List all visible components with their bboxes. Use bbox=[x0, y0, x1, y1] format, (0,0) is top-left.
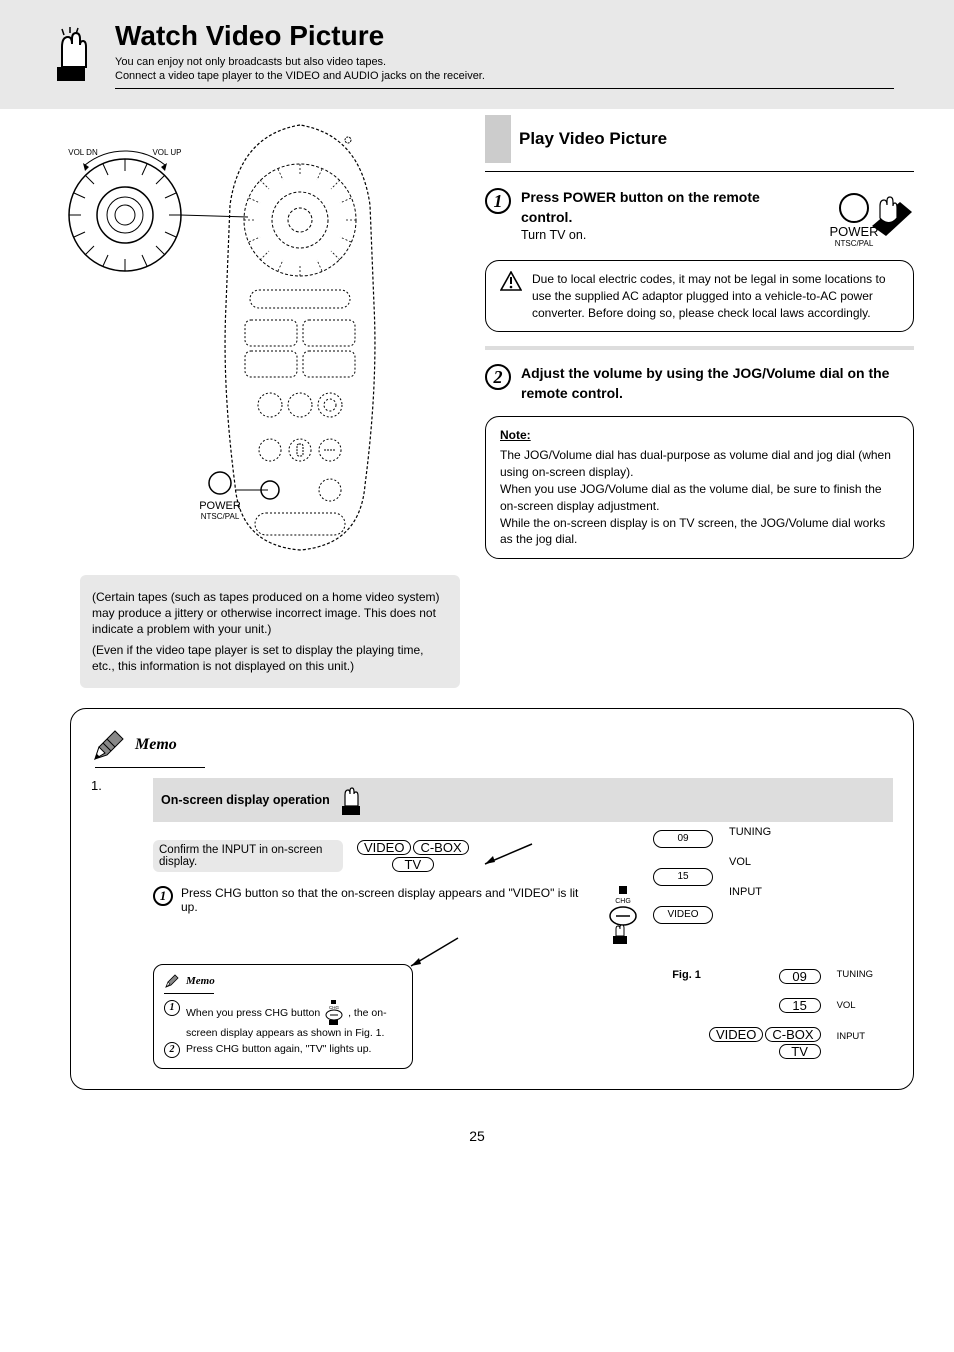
paren-note-block: (Certain tapes (such as tapes produced o… bbox=[80, 575, 460, 688]
note-body: The JOG/Volume dial has dual-purpose as … bbox=[500, 448, 891, 546]
sub-step-1-badge: 1 bbox=[164, 1000, 180, 1016]
chg-button-icon: CHG bbox=[323, 1000, 345, 1026]
section-title: Play Video Picture bbox=[519, 129, 667, 149]
memo-step-1-badge: 1 bbox=[153, 886, 173, 906]
pointing-hand-icon bbox=[338, 784, 366, 816]
step-1-sub: Turn TV on. bbox=[521, 227, 814, 245]
page-number: 25 bbox=[0, 1120, 954, 1164]
section-marker bbox=[485, 115, 511, 163]
power-label-sub: NTSC/PAL bbox=[201, 512, 240, 521]
memo-lead-num: 1. bbox=[91, 778, 141, 1069]
osd-pill: 09 bbox=[779, 969, 821, 984]
osd-label: TUNING bbox=[837, 969, 873, 980]
osd-pill: C-BOX bbox=[413, 840, 468, 855]
step-2-badge: 2 bbox=[485, 364, 511, 390]
svg-text:NTSC/PAL: NTSC/PAL bbox=[835, 239, 874, 248]
chg-button-icon: CHG bbox=[605, 886, 641, 946]
step-1-main: Press POWER button on the remote control… bbox=[521, 188, 814, 227]
pencil-icon bbox=[91, 727, 127, 763]
note-label: Note: bbox=[500, 427, 899, 444]
page-title: Watch Video Picture bbox=[115, 20, 894, 52]
sub-memo-title: Memo bbox=[186, 974, 215, 989]
warning-box: Due to local electric codes, it may not … bbox=[485, 260, 914, 332]
page-header: Watch Video Picture You can enjoy not on… bbox=[0, 0, 954, 109]
osd-pill: VIDEO bbox=[709, 1027, 763, 1042]
memo-step-1-text: Press CHG button so that the on-screen d… bbox=[181, 886, 585, 914]
osd-pill: 15 bbox=[653, 868, 713, 886]
arrow-icon bbox=[477, 840, 537, 870]
osd-pill: VIDEO bbox=[653, 906, 713, 924]
osd-label: INPUT bbox=[837, 1031, 873, 1042]
fig-label: Fig. 1 bbox=[672, 969, 701, 981]
header-sub-1: You can enjoy not only broadcasts but al… bbox=[115, 56, 894, 68]
divider bbox=[485, 346, 914, 350]
step-1-badge: 1 bbox=[485, 188, 511, 214]
osd-label: VOL bbox=[837, 1000, 873, 1011]
remote-figure: VOL DN VOL UP bbox=[50, 115, 460, 565]
note-box: Note: The JOG/Volume dial has dual-purpo… bbox=[485, 416, 914, 560]
osd-bar-label: On-screen display operation bbox=[161, 793, 330, 807]
power-label-main: POWER bbox=[199, 500, 241, 512]
sub-line1a: When you press CHG button bbox=[186, 1007, 320, 1019]
osd-pill: C-BOX bbox=[765, 1027, 820, 1042]
svg-text:CHG: CHG bbox=[329, 1005, 339, 1010]
osd-label: TUNING bbox=[729, 826, 771, 838]
warning-text: Due to local electric codes, it may not … bbox=[532, 271, 899, 321]
step-2-main: Adjust the volume by using the JOG/Volum… bbox=[521, 364, 914, 403]
paren-note-2: (Even if the video tape player is set to… bbox=[92, 642, 448, 674]
pencil-icon bbox=[164, 973, 180, 989]
osd-pill: 15 bbox=[779, 998, 821, 1013]
warning-icon bbox=[500, 271, 522, 291]
osd-pill: VIDEO bbox=[357, 840, 411, 855]
svg-text:POWER: POWER bbox=[829, 224, 878, 239]
paren-note-1: (Certain tapes (such as tapes produced o… bbox=[92, 589, 448, 638]
osd-label: INPUT bbox=[729, 886, 771, 898]
vol-up-label: VOL UP bbox=[152, 148, 181, 157]
chg-grey-note: Confirm the INPUT in on-screen display. bbox=[153, 840, 343, 872]
memo-box: Memo 1. On-screen display operation Conf… bbox=[70, 708, 914, 1090]
svg-text:CHG: CHG bbox=[615, 898, 631, 905]
vol-dn-label: VOL DN bbox=[68, 148, 98, 157]
sub-line2: Press CHG button again, "TV" lights up. bbox=[186, 1042, 402, 1056]
power-button-icon: POWER NTSC/PAL bbox=[824, 188, 914, 248]
memo-title: Memo bbox=[135, 736, 177, 754]
pointing-hand-icon bbox=[50, 27, 95, 82]
header-sub-2: Connect a video tape player to the VIDEO… bbox=[115, 70, 894, 82]
sub-step-2-badge: 2 bbox=[164, 1042, 180, 1058]
osd-pill: TV bbox=[779, 1044, 821, 1059]
sub-memo-box: Memo 1 When you press CHG button CHG bbox=[153, 964, 413, 1069]
osd-pill: TV bbox=[392, 857, 434, 872]
osd-label: VOL bbox=[729, 856, 771, 868]
osd-pill: 09 bbox=[653, 830, 713, 848]
arrow-icon bbox=[403, 934, 463, 974]
